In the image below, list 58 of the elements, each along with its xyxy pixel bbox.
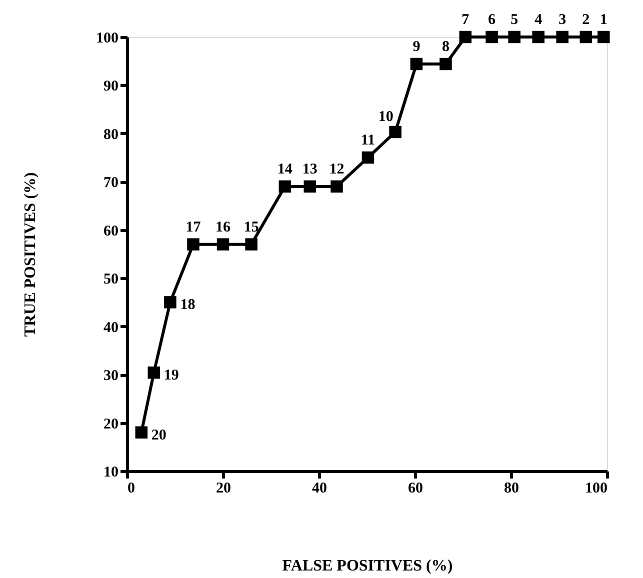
annotation: 17 — [186, 219, 202, 236]
y-tick-label: 80 — [104, 126, 118, 143]
annotation: 18 — [180, 297, 196, 314]
point — [187, 238, 200, 250]
point — [440, 58, 452, 70]
annotation: 12 — [329, 161, 344, 178]
point — [556, 30, 568, 44]
y-tick-label: 20 — [104, 416, 118, 432]
point — [598, 30, 610, 44]
point — [164, 296, 176, 308]
point — [304, 180, 316, 193]
x-tick-label: 0 — [128, 480, 135, 496]
point — [389, 126, 402, 138]
annotation: 2 — [582, 12, 590, 28]
y-tick-label: 60 — [104, 223, 118, 240]
y-tick-label: 100 — [96, 30, 118, 46]
x-tick-label: 60 — [408, 480, 423, 496]
annotation: 5 — [510, 12, 518, 28]
point — [330, 180, 343, 193]
annotation: 1 — [600, 12, 608, 28]
annotation: 8 — [442, 39, 450, 56]
y-tick-label: 70 — [104, 175, 118, 192]
point — [216, 238, 230, 250]
annotation: 3 — [558, 12, 566, 28]
point — [135, 426, 148, 439]
annotation: 16 — [216, 219, 231, 236]
point — [278, 180, 292, 193]
y-tick-label: 10 — [104, 464, 118, 480]
point — [148, 366, 160, 379]
annotation: 20 — [151, 427, 166, 444]
x-tick-label: 80 — [504, 480, 519, 496]
point — [459, 30, 472, 44]
x-tick-label: 40 — [312, 480, 327, 496]
point — [532, 30, 544, 44]
annotation: 7 — [462, 12, 470, 28]
y-tick-label: 50 — [104, 272, 118, 288]
annotation: 11 — [360, 132, 376, 149]
x-axis-title: FALSE POSITIVES (%) — [282, 558, 453, 574]
point — [486, 30, 498, 44]
annotation: 4 — [534, 12, 543, 28]
annotation: 9 — [412, 39, 420, 56]
annotation: 10 — [378, 109, 394, 125]
annotation: 14 — [277, 161, 293, 178]
y-tick-label: 90 — [104, 78, 118, 95]
x-tick-label: 20 — [216, 480, 231, 496]
annotation: 19 — [164, 368, 179, 384]
y-tick-label: 40 — [104, 320, 118, 336]
x-tick-label: 100 — [585, 480, 608, 496]
point — [508, 30, 520, 44]
y-tick-label: 30 — [104, 368, 118, 384]
point — [362, 151, 374, 164]
point — [245, 238, 258, 250]
point — [410, 58, 423, 70]
annotation: 6 — [488, 12, 496, 28]
annotation: 13 — [302, 161, 318, 178]
point — [580, 30, 592, 44]
annotation: 15 — [244, 219, 259, 236]
y-axis-title: TRUE POSITIVES (%) — [22, 172, 39, 337]
